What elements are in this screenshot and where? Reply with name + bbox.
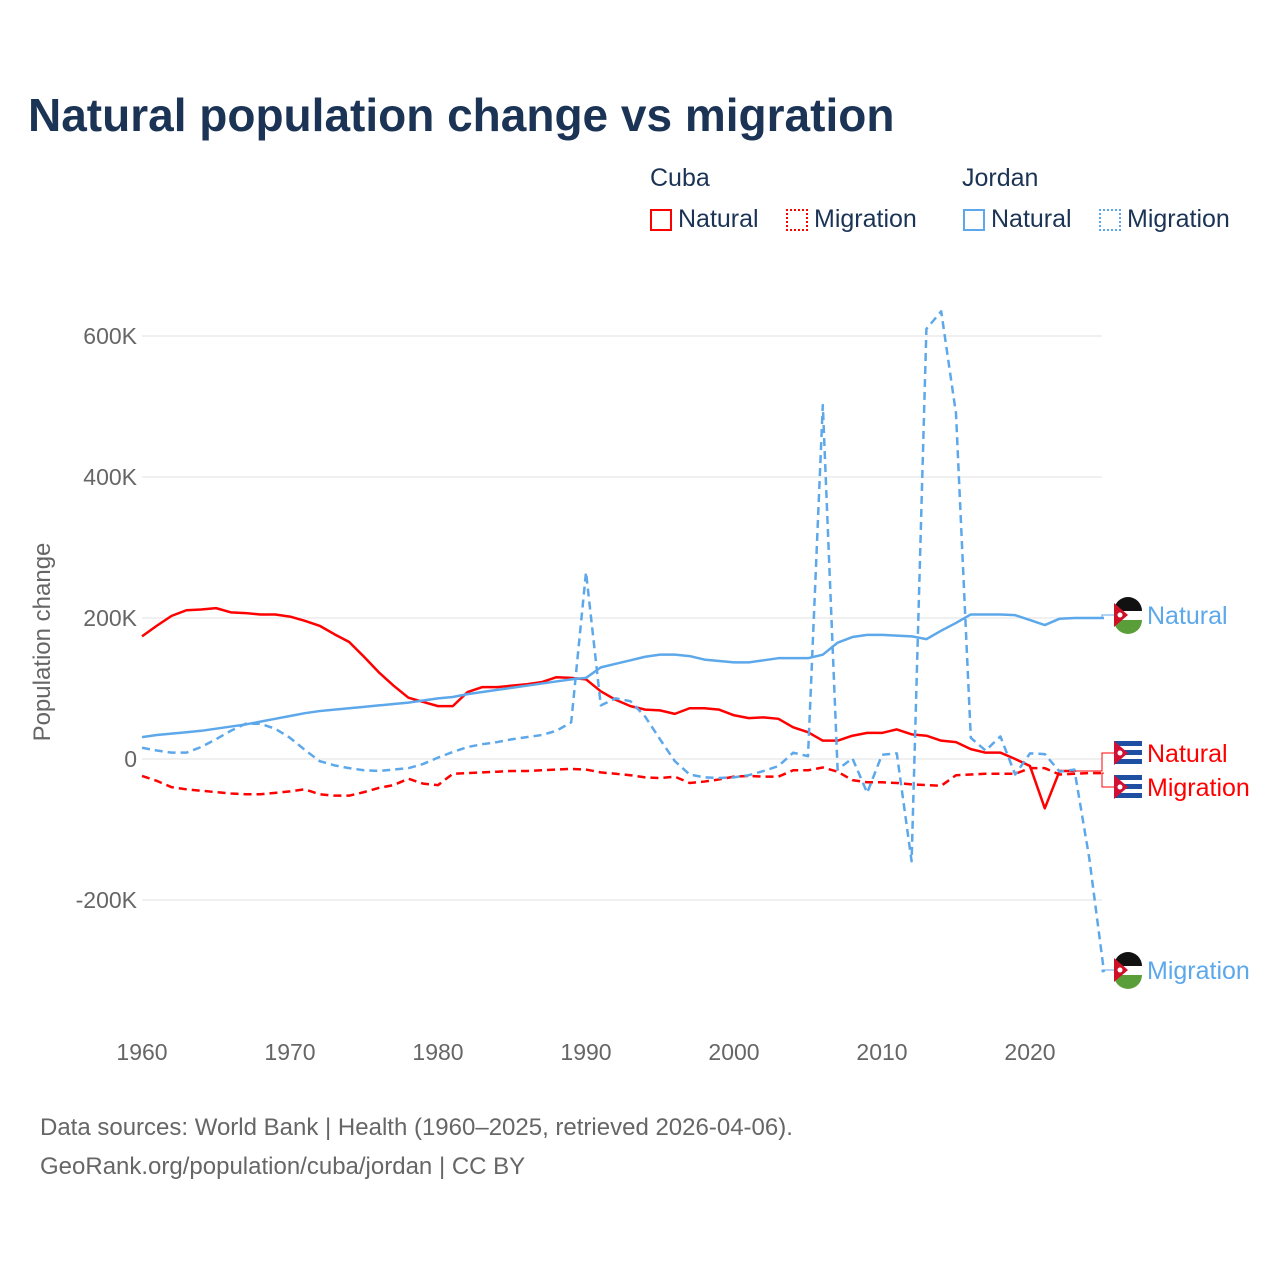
legend-label: Natural bbox=[991, 205, 1072, 233]
legend-label: Migration bbox=[814, 205, 917, 233]
source-note: Data sources: World Bank | Health (1960–… bbox=[40, 1114, 793, 1141]
jordan-flag-icon bbox=[1114, 597, 1142, 634]
y-tick-label: 0 bbox=[124, 746, 137, 772]
x-tick-label: 1960 bbox=[116, 1039, 167, 1065]
x-tick-label: 2000 bbox=[708, 1039, 759, 1065]
legend-cuba-natural[interactable]: Natural bbox=[650, 205, 759, 234]
series-line-jordan-migration[interactable] bbox=[141, 310, 1106, 973]
legend-swatch-dotted bbox=[786, 208, 808, 231]
legend-jordan-migration[interactable]: Migration bbox=[1099, 205, 1230, 234]
jordan-flag-icon bbox=[1114, 952, 1142, 989]
legend-group-jordan: Jordan bbox=[962, 164, 1039, 192]
legend-group-cuba: Cuba bbox=[650, 164, 710, 192]
y-tick-label: 600K bbox=[83, 323, 137, 349]
legend-swatch-dotted bbox=[1099, 208, 1121, 231]
end-label-jordan-natural: Natural bbox=[1147, 602, 1228, 630]
y-tick-label: -200K bbox=[76, 887, 138, 913]
label-connector bbox=[1101, 969, 1114, 973]
legend-swatch-solid bbox=[650, 208, 672, 231]
x-tick-label: 1980 bbox=[412, 1039, 463, 1065]
label-connector bbox=[1101, 614, 1114, 619]
series-line-cuba-migration[interactable] bbox=[141, 766, 1104, 797]
label-connector bbox=[1101, 772, 1114, 788]
series-line-cuba-natural[interactable] bbox=[141, 606, 1075, 810]
legend-jordan-natural[interactable]: Natural bbox=[963, 205, 1072, 234]
end-label-cuba-migration: Migration bbox=[1147, 774, 1250, 802]
legend-label: Natural bbox=[678, 205, 759, 233]
series-line-jordan-natural[interactable] bbox=[141, 613, 1104, 739]
y-axis-label: Population change bbox=[29, 543, 56, 742]
attribution: GeoRank.org/population/cuba/jordan | CC … bbox=[40, 1153, 526, 1180]
legend-cuba-migration[interactable]: Migration bbox=[786, 205, 917, 234]
x-tick-label: 2020 bbox=[1004, 1039, 1055, 1065]
x-tick-label: 2010 bbox=[856, 1039, 907, 1065]
label-connector bbox=[1074, 752, 1114, 772]
cuba-flag-icon bbox=[1114, 739, 1142, 767]
y-tick-label: 400K bbox=[83, 464, 137, 490]
chart-title: Natural population change vs migration bbox=[28, 89, 895, 141]
x-tick-label: 1990 bbox=[560, 1039, 611, 1065]
cuba-flag-icon bbox=[1114, 773, 1142, 801]
footer: Data sources: World Bank | Health (1960–… bbox=[40, 1108, 793, 1186]
legend-swatch-solid bbox=[963, 208, 985, 231]
end-label-cuba-natural: Natural bbox=[1147, 740, 1228, 768]
x-tick-label: 1970 bbox=[264, 1039, 315, 1065]
end-label-jordan-migration: Migration bbox=[1147, 957, 1250, 985]
y-tick-label: 200K bbox=[83, 605, 137, 631]
legend-label: Migration bbox=[1127, 205, 1230, 233]
